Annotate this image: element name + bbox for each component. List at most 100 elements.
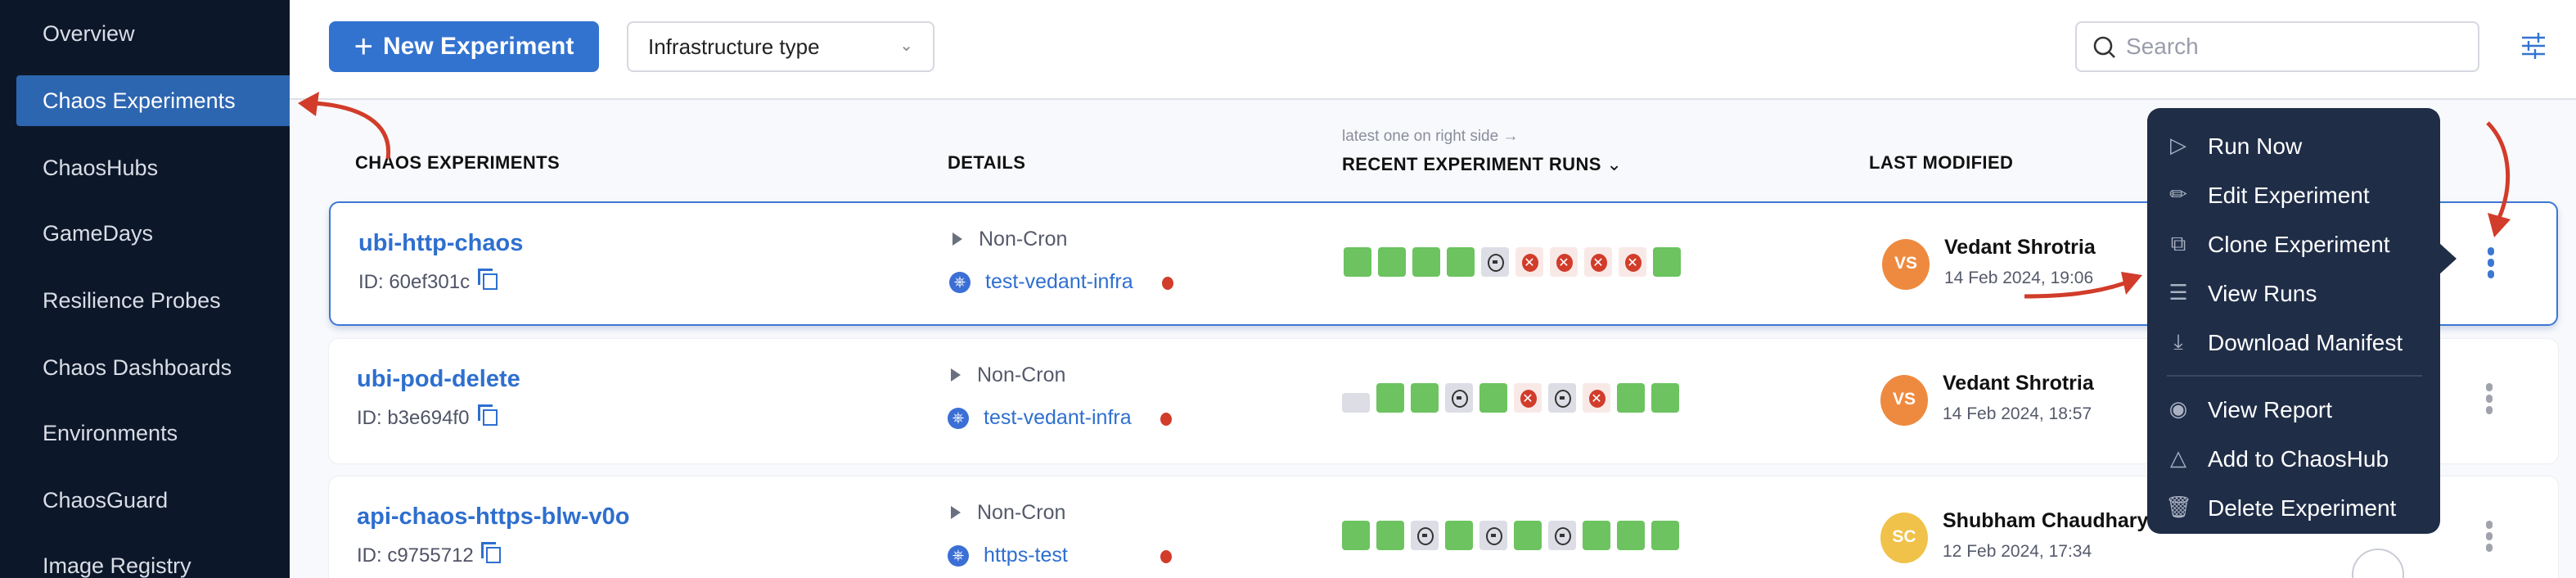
run-failed[interactable]: ✕ [1619,247,1646,277]
run-success[interactable] [1342,521,1370,550]
play-icon [951,506,961,519]
failed-icon: ✕ [1520,389,1536,407]
kubernetes-icon: ⎈ [949,271,971,292]
stopped-icon [1416,526,1433,544]
menu-item-delete-experiment[interactable]: 🗑 Delete Experiment [2147,483,2440,532]
infra-status-indicator [1160,413,1172,426]
run-success[interactable] [1378,247,1406,277]
list-icon: ☰ [2168,280,2188,305]
infrastructure-name: test-vedant-infra [985,270,1133,293]
experiment-id-text: ID: c9755712 [357,544,474,567]
menu-item-edit-experiment[interactable]: ✏ Edit Experiment [2147,170,2440,219]
copy-icon[interactable] [486,547,502,563]
copy-icon[interactable] [482,409,498,426]
infrastructure-type-dropdown[interactable]: Infrastructure type ⌄ [627,21,934,72]
run-success[interactable] [1653,247,1681,277]
run-success[interactable] [1344,247,1371,277]
menu-item-view-report[interactable]: ◉ View Report [2147,385,2440,434]
sidebar-item-chaos-dashboards[interactable]: Chaos Dashboards [43,355,232,380]
run-failed[interactable]: ✕ [1584,247,1612,277]
run-stopped[interactable] [1548,521,1576,550]
menu-label: Download Manifest [2208,329,2403,355]
run-success[interactable] [1376,521,1404,550]
run-stopped[interactable] [1479,521,1507,550]
column-header-experiments: CHAOS EXPERIMENTS [355,154,561,174]
run-success[interactable] [1376,383,1404,413]
run-failed[interactable]: ✕ [1515,247,1543,277]
stopped-icon [1554,526,1570,544]
flask-icon: △ [2170,445,2186,470]
schedule-text: Non-Cron [977,501,1066,524]
column-header-last-modified: LAST MODIFIED [1869,154,2014,174]
failed-icon: ✕ [1556,253,1572,271]
experiment-name-link[interactable]: ubi-pod-delete [357,367,520,393]
infrastructure-type-label: Infrastructure type [648,34,820,59]
run-stopped[interactable] [1481,247,1509,277]
experiment-name-link[interactable]: api-chaos-https-blw-v0o [357,504,630,531]
infrastructure-name: https-test [984,544,1068,567]
infra-status-indicator [1162,277,1173,290]
infrastructure-link[interactable]: ⎈ https-test [948,544,1068,567]
run-success[interactable] [1651,521,1679,550]
sidebar-item-gamedays[interactable]: GameDays [43,221,154,246]
infrastructure-link[interactable]: ⎈ test-vedant-infra [949,270,1133,293]
run-stopped[interactable] [1411,521,1439,550]
run-success[interactable] [1445,521,1473,550]
experiment-context-menu: ▷ Run Now ✏ Edit Experiment ⧉ Clone Experim… [2147,108,2457,534]
run-success[interactable] [1651,383,1679,413]
eye-icon: ◉ [2168,396,2188,421]
runs-order-hint: latest one on right side → [1342,128,1519,146]
schedule-text: Non-Cron [979,228,1068,251]
search-icon [2093,36,2115,58]
experiment-id: ID: 60ef301c [358,270,498,293]
run-success[interactable] [1617,521,1645,550]
column-header-recent-runs[interactable]: RECENT EXPERIMENT RUNS ⌄ [1342,154,1622,175]
search-input[interactable]: Search [2075,21,2479,72]
sidebar-item-chaosguard[interactable]: ChaosGuard [43,488,169,513]
run-success[interactable] [1617,383,1645,413]
run-stopped[interactable] [1548,383,1576,413]
menu-item-view-runs[interactable]: ☰ View Runs [2147,269,2440,318]
run-stopped[interactable] [1445,383,1473,413]
run-failed[interactable]: ✕ [1550,247,1578,277]
run-success[interactable] [1583,521,1610,550]
table-settings-icon[interactable] [2520,33,2547,59]
pencil-icon: ✏ [2169,182,2187,206]
new-experiment-button[interactable]: + New Experiment [329,21,599,72]
menu-item-download-manifest[interactable]: ⤓ Download Manifest [2147,318,2440,367]
run-failed[interactable]: ✕ [1514,383,1542,413]
menu-item-run-now[interactable]: ▷ Run Now [2147,121,2440,170]
column-header-details: DETAILS [948,154,1026,174]
run-success[interactable] [1479,383,1507,413]
run-success[interactable] [1411,383,1439,413]
clone-icon: ⧉ [2170,231,2186,255]
sidebar-item-chaoshubs[interactable]: ChaosHubs [43,156,159,180]
stopped-icon [1485,526,1502,544]
run-success[interactable] [1412,247,1440,277]
stopped-icon [1451,389,1467,407]
infra-status-indicator [1160,550,1172,563]
menu-item-clone-experiment[interactable]: ⧉ Clone Experiment [2147,219,2440,269]
run-queued[interactable] [1342,393,1370,413]
stopped-icon [1554,389,1570,407]
infrastructure-link[interactable]: ⎈ test-vedant-infra [948,406,1132,429]
sidebar-item-image-registry[interactable]: Image Registry [43,553,191,578]
kubernetes-icon: ⎈ [948,407,969,428]
sidebar-item-resilience-probes[interactable]: Resilience Probes [43,288,221,313]
sidebar-item-overview[interactable]: Overview [43,21,135,46]
modified-at: 14 Feb 2024, 19:06 [1944,269,2094,288]
sidebar-item-environments[interactable]: Environments [43,421,178,445]
run-failed[interactable]: ✕ [1583,383,1610,413]
run-success[interactable] [1447,247,1475,277]
sidebar-item-chaos-experiments[interactable]: Chaos Experiments [16,75,290,126]
run-success[interactable] [1514,521,1542,550]
more-options-icon[interactable] [2484,521,2494,553]
play-icon [951,368,961,382]
more-options-icon[interactable] [2486,247,2496,280]
experiment-id: ID: c9755712 [357,544,502,567]
menu-item-add-to-chaoshub[interactable]: △ Add to ChaosHub [2147,434,2440,483]
experiment-name-link[interactable]: ubi-http-chaos [358,231,524,257]
copy-icon[interactable] [483,273,498,290]
more-options-icon[interactable] [2484,383,2494,416]
avatar: SC [1880,513,1928,563]
